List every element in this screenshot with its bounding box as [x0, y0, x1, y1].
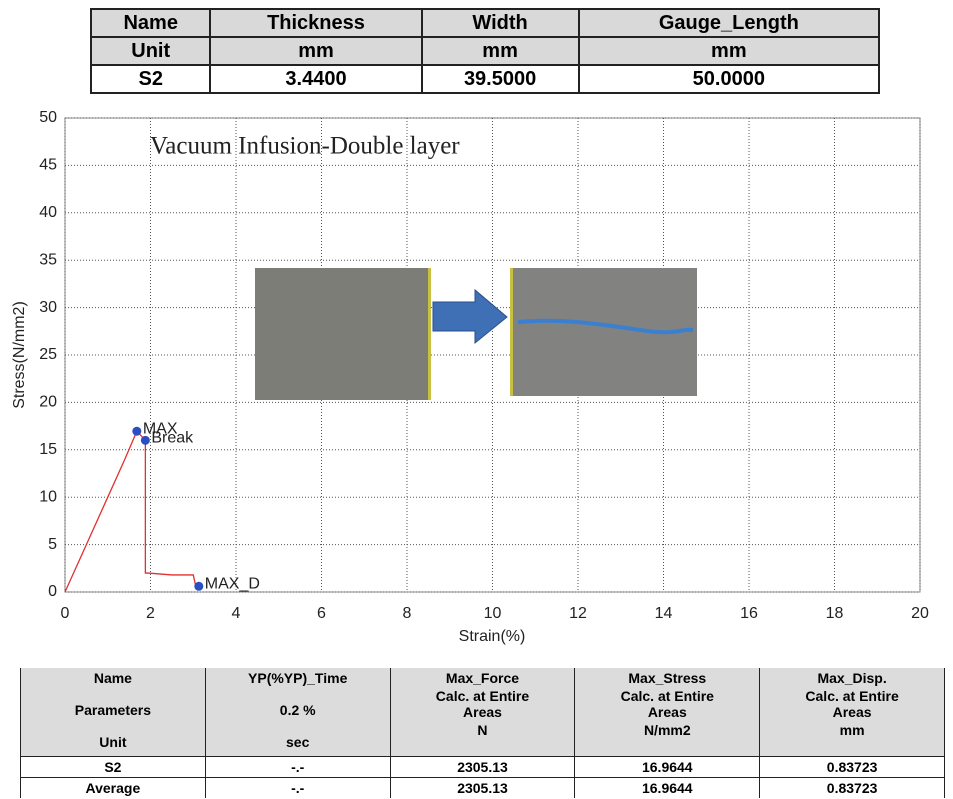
- table-cell: 50.0000: [577, 64, 881, 94]
- table-cell: 0.83723: [759, 777, 945, 798]
- header-line: 0.2 %: [279, 702, 316, 718]
- results-table: Name Parameters Unit YP(%YP)_Time 0.2 % sec Ma…: [20, 668, 945, 798]
- x-tick-label: 14: [655, 605, 673, 622]
- y-tick-label: 5: [48, 536, 57, 553]
- header-line: N: [477, 722, 488, 738]
- header-line: Calc. at Entire Areas: [435, 688, 530, 720]
- point-label: Break: [151, 430, 194, 447]
- x-tick-label: 8: [403, 605, 412, 622]
- header-line: YP(%YP)_Time: [248, 670, 348, 686]
- table-header-row: Name Parameters Unit YP(%YP)_Time 0.2 % sec Ma…: [20, 668, 945, 757]
- table-cell: Average: [20, 777, 206, 798]
- table-cell: Unit: [89, 36, 212, 66]
- point-marker: [132, 426, 142, 436]
- header-line: mm: [839, 722, 865, 738]
- table-cell: -.-: [204, 756, 391, 778]
- spec-table: Name Thickness Width Gauge_Length Unit mm mm mm…: [89, 8, 881, 94]
- photo-edge: [428, 268, 431, 400]
- x-tick-label: 16: [740, 605, 758, 622]
- chart: Vacuum Infusion-Double layer Strain(%) S…: [11, 109, 929, 645]
- table-cell: 3.4400: [209, 64, 423, 94]
- header-line: N/mm2: [643, 722, 691, 738]
- header-line: Name: [93, 670, 132, 686]
- y-tick-label: 50: [39, 109, 57, 126]
- table-cell: mm: [577, 36, 881, 66]
- arrow: [432, 288, 508, 345]
- header-line: Max_Stress: [628, 670, 707, 686]
- y-tick-label: 10: [39, 488, 57, 505]
- header-cell: Max_Force Calc. at Entire Areas N: [389, 668, 576, 757]
- point-marker: [140, 435, 150, 445]
- x-tick-label: 10: [484, 605, 502, 622]
- table-cell: mm: [209, 36, 423, 66]
- y-axis-label: Stress(N/mm2): [11, 301, 28, 409]
- point-label: MAX_D: [205, 576, 260, 593]
- table-cell: 2305.13: [389, 756, 576, 778]
- table-cell: 16.9644: [574, 756, 761, 778]
- header-line: Parameters: [74, 702, 152, 718]
- table-cell: -.-: [204, 777, 391, 798]
- x-tick-label: 0: [61, 605, 70, 622]
- table-cell: 0.83723: [759, 756, 945, 778]
- header-cell: YP(%YP)_Time 0.2 % sec: [204, 668, 391, 757]
- crack-line: [517, 318, 694, 335]
- header-cell: Max_Stress Calc. at Entire Areas N/mm2: [574, 668, 761, 757]
- y-tick-label: 35: [39, 251, 57, 268]
- table-cell: S2: [89, 64, 212, 94]
- point-label: MAX: [143, 420, 178, 437]
- point-marker: [194, 581, 204, 591]
- table-cell: mm: [420, 36, 580, 66]
- photo-edge: [510, 268, 513, 396]
- table-cell: 2305.13: [389, 777, 576, 798]
- y-tick-label: 0: [48, 583, 57, 600]
- y-tick-label: 30: [39, 299, 57, 316]
- x-axis-label: Strain(%): [459, 628, 526, 645]
- y-tick-label: 25: [39, 346, 57, 363]
- photo-before: [255, 268, 430, 400]
- table-row: S2 3.4400 39.5000 50.0000: [89, 64, 881, 94]
- header-cell: Name Parameters Unit: [20, 668, 206, 757]
- header-line: Calc. at Entire Areas: [620, 688, 714, 720]
- y-tick-label: 15: [39, 441, 57, 458]
- header-line: Calc. at Entire Areas: [805, 688, 899, 720]
- table-cell: Gauge_Length: [577, 8, 881, 38]
- x-tick-label: 18: [826, 605, 844, 622]
- table-row: Unit mm mm mm: [89, 36, 881, 66]
- header-cell: Max_Disp. Calc. at Entire Areas mm: [759, 668, 945, 757]
- table-row: Name Thickness Width Gauge_Length: [89, 8, 881, 38]
- header-line: Max_Force: [445, 670, 520, 686]
- table-cell: Thickness: [209, 8, 423, 38]
- chart-title: Vacuum Infusion-Double layer: [150, 133, 460, 160]
- x-tick-label: 4: [232, 605, 241, 622]
- header-line: Max_Disp.: [817, 670, 887, 686]
- y-tick-label: 20: [39, 394, 57, 411]
- x-tick-label: 12: [569, 605, 587, 622]
- table-cell: Width: [420, 8, 580, 38]
- x-tick-label: 2: [146, 605, 155, 622]
- y-tick-label: 40: [39, 204, 57, 221]
- table-cell: 16.9644: [574, 777, 761, 798]
- x-tick-label: 20: [911, 605, 929, 622]
- table-row: Average -.- 2305.13 16.9644 0.83723: [20, 777, 945, 798]
- header-line: Unit: [99, 734, 127, 750]
- table-cell: 39.5000: [420, 64, 580, 94]
- table-cell: S2: [20, 756, 206, 778]
- table-cell: Name: [89, 8, 212, 38]
- table-row: S2 -.- 2305.13 16.9644 0.83723: [20, 756, 945, 778]
- x-tick-label: 6: [317, 605, 326, 622]
- y-tick-label: 45: [39, 157, 57, 174]
- header-line: sec: [286, 734, 310, 750]
- data-line: [64, 430, 200, 593]
